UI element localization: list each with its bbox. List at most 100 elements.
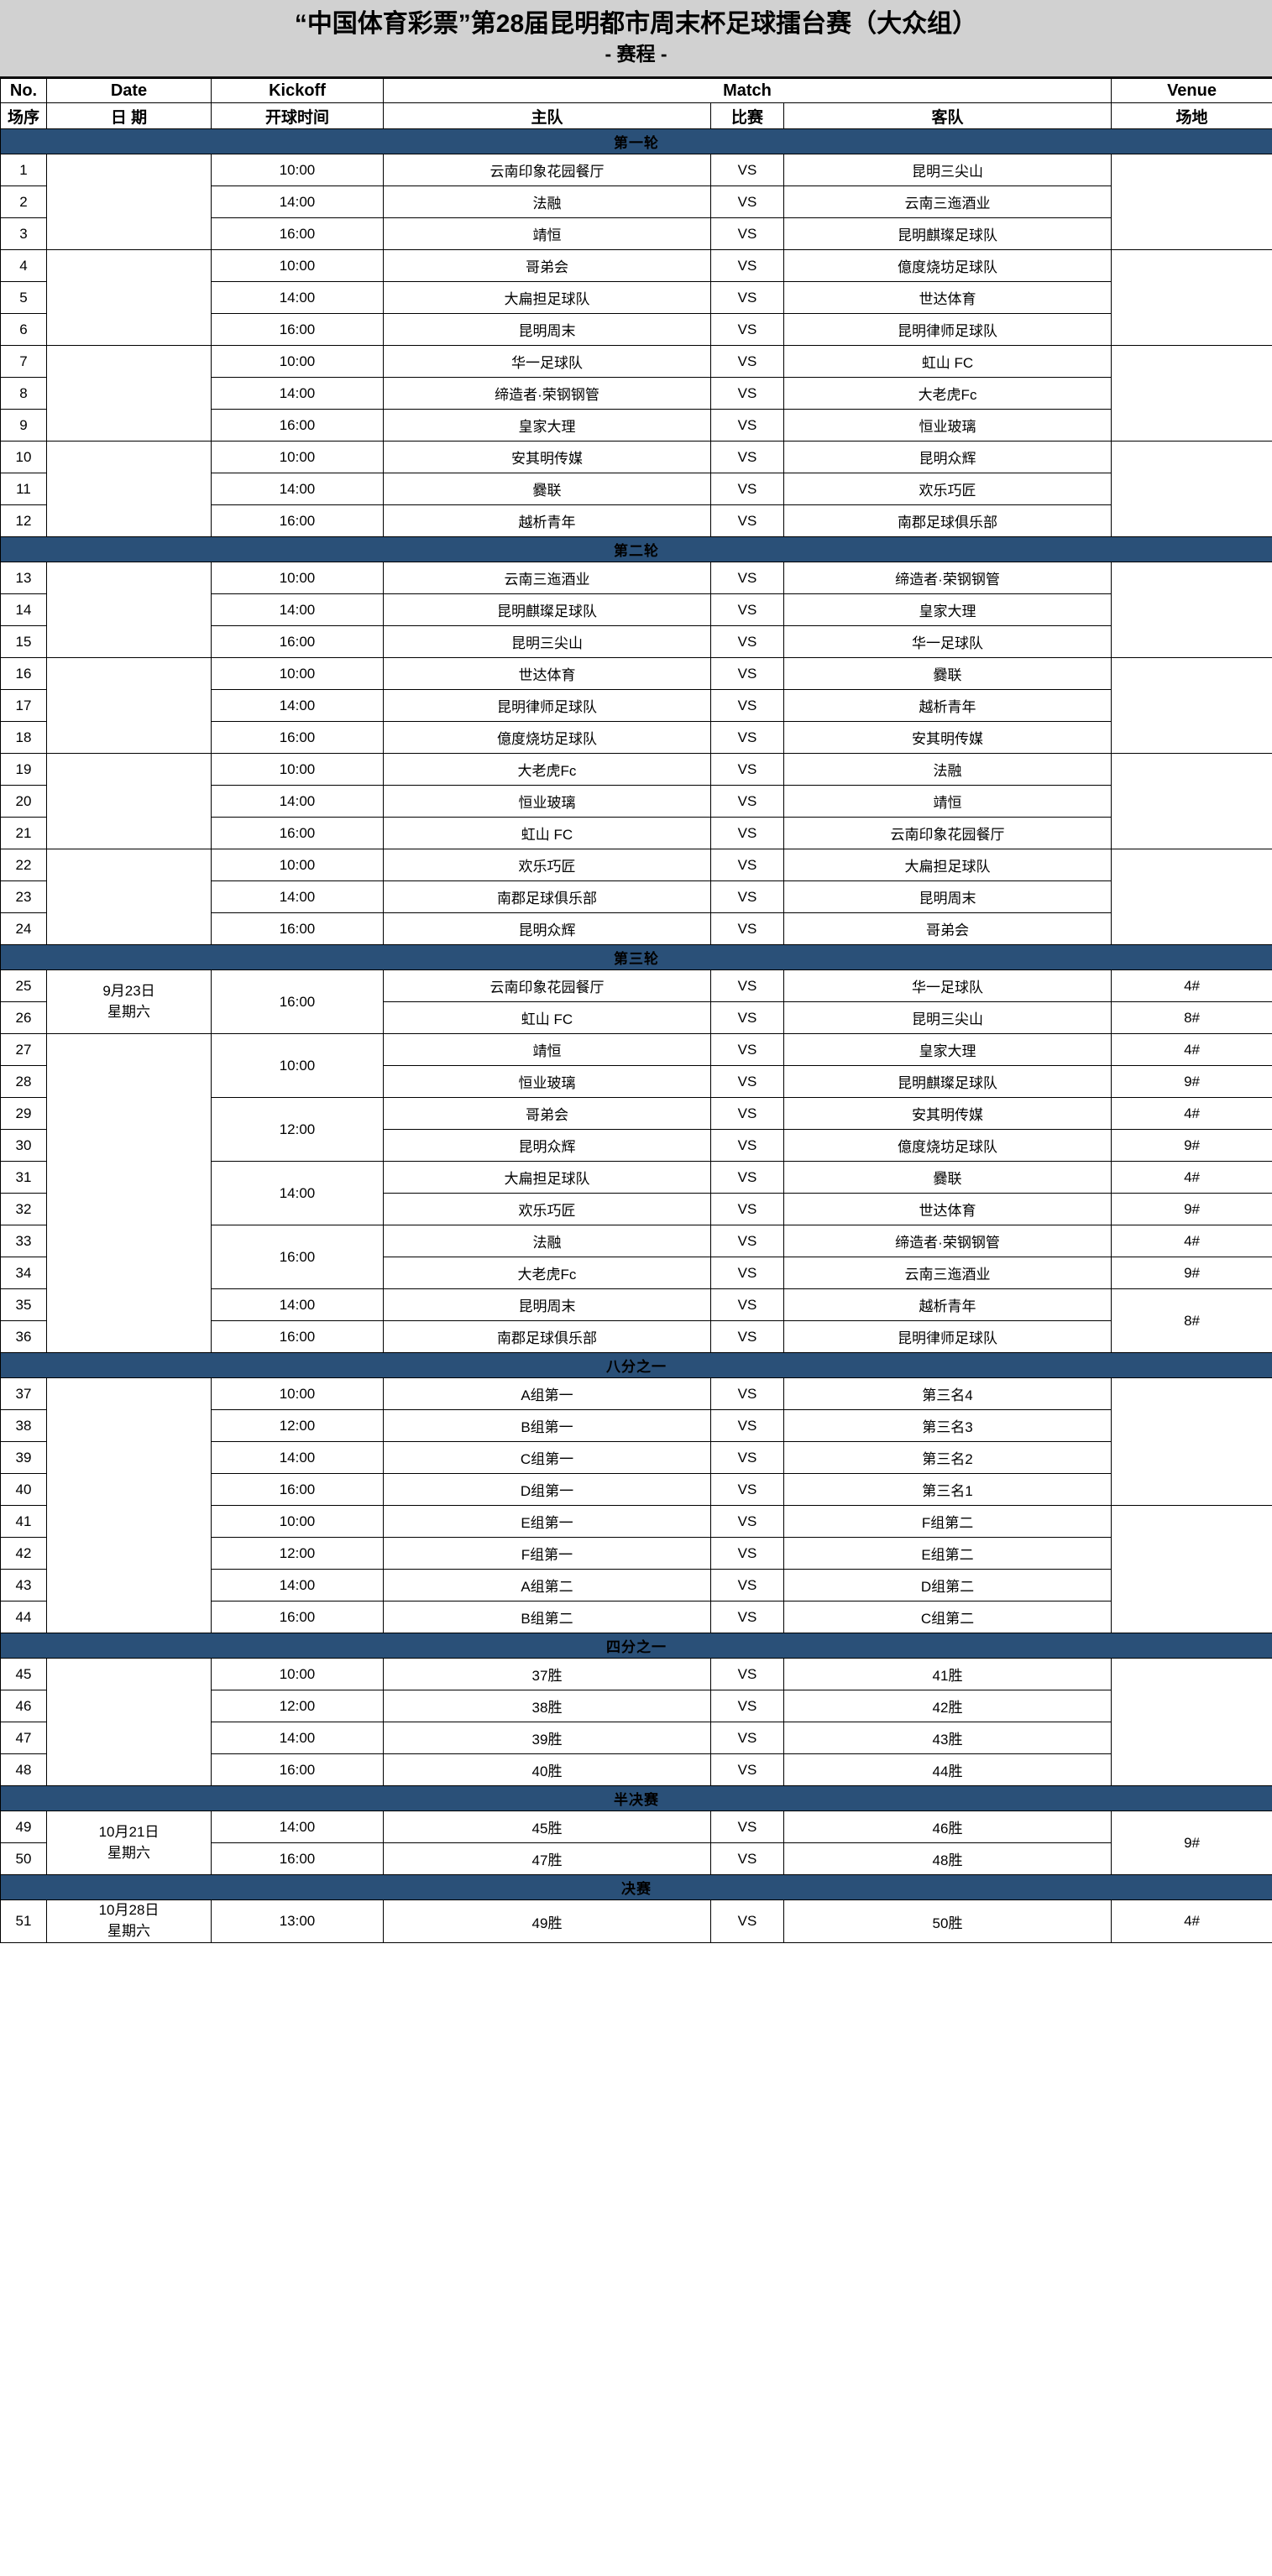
versus-cell: VS xyxy=(710,1409,784,1443)
versus-cell: VS xyxy=(710,912,784,946)
home-team-cell: E组第一 xyxy=(383,1505,711,1539)
match-row: 36 16:00 南郡足球俱乐部 VS 昆明律师足球队 xyxy=(0,1320,1272,1354)
col-header-date-en: Date xyxy=(46,78,212,104)
away-team-cell: 安其明传媒 xyxy=(783,1097,1112,1131)
section-band-row: 第一轮 xyxy=(0,128,1272,155)
home-team-cell: 昆明周末 xyxy=(383,1288,711,1322)
kickoff-time-cell: 14:00 xyxy=(211,1441,384,1475)
venue-cell: 4# xyxy=(1111,1161,1272,1194)
match-number-cell: 32 xyxy=(0,1193,47,1226)
kickoff-time-cell: 16:00 xyxy=(211,1753,384,1787)
versus-cell: VS xyxy=(710,473,784,506)
versus-cell: VS xyxy=(710,185,784,219)
match-row: 40 16:00 D组第一 VS 第三名1 xyxy=(0,1473,1272,1507)
away-team-cell: 越析青年 xyxy=(783,1288,1112,1322)
kickoff-time-cell: 16:00 xyxy=(211,1473,384,1507)
kickoff-time-cell: 13:00 xyxy=(211,1899,384,1943)
kickoff-time-cell: 16:00 xyxy=(211,1320,384,1354)
col-header-away-cn: 客队 xyxy=(783,102,1112,130)
venue-cell: 4# xyxy=(1111,1033,1272,1067)
match-number-cell: 26 xyxy=(0,1001,47,1035)
away-team-cell: 億度烧坊足球队 xyxy=(783,1129,1112,1163)
kickoff-time-cell: 10:00 xyxy=(211,249,384,283)
venue-cell xyxy=(1111,441,1272,538)
home-team-cell: 缔造者·荣钢钢管 xyxy=(383,377,711,410)
home-team-cell: B组第二 xyxy=(383,1601,711,1634)
match-number-cell: 23 xyxy=(0,880,47,914)
col-header-match-en: Match xyxy=(382,78,1112,104)
match-row: 50 16:00 47胜 VS 48胜 xyxy=(0,1842,1272,1876)
home-team-cell: 靖恒 xyxy=(383,1033,711,1067)
away-team-cell: 第三名4 xyxy=(783,1377,1112,1411)
venue-cell: 9# xyxy=(1111,1193,1272,1226)
match-row: 2 14:00 法融 VS 云南三迤酒业 xyxy=(0,185,1272,219)
match-date-cell xyxy=(46,154,212,251)
match-number-cell: 15 xyxy=(0,625,47,659)
versus-cell: VS xyxy=(710,1601,784,1634)
match-date-cell: 10月21日 星期六 xyxy=(46,1811,212,1876)
kickoff-time-cell: 10:00 xyxy=(211,1377,384,1411)
match-number-cell: 43 xyxy=(0,1569,47,1602)
kickoff-time-cell: 10:00 xyxy=(211,849,384,882)
home-team-cell: A组第一 xyxy=(383,1377,711,1411)
kickoff-time-cell: 16:00 xyxy=(211,721,384,755)
versus-cell: VS xyxy=(710,345,784,379)
away-team-cell: 42胜 xyxy=(783,1690,1112,1723)
versus-cell: VS xyxy=(710,1505,784,1539)
home-team-cell: A组第二 xyxy=(383,1569,711,1602)
section-band-label: 八分之一 xyxy=(0,1352,1272,1379)
kickoff-time-cell: 10:00 xyxy=(211,345,384,379)
match-number-cell: 21 xyxy=(0,817,47,850)
section-band-row: 第三轮 xyxy=(0,944,1272,971)
away-team-cell: 爨联 xyxy=(783,657,1112,691)
away-team-cell: E组第二 xyxy=(783,1537,1112,1570)
away-team-cell: 欢乐巧匠 xyxy=(783,473,1112,506)
section-band-label: 第一轮 xyxy=(0,128,1272,155)
match-number-cell: 41 xyxy=(0,1505,47,1539)
match-date-cell xyxy=(46,562,212,659)
match-date-cell xyxy=(46,657,212,755)
match-row: 47 14:00 39胜 VS 43胜 xyxy=(0,1722,1272,1755)
away-team-cell: 云南印象花园餐厅 xyxy=(783,817,1112,850)
versus-cell: VS xyxy=(710,154,784,187)
match-row: 9 16:00 皇家大理 VS 恒业玻璃 xyxy=(0,409,1272,442)
home-team-cell: 49胜 xyxy=(383,1899,711,1943)
match-number-cell: 11 xyxy=(0,473,47,506)
home-team-cell: 37胜 xyxy=(383,1658,711,1691)
home-team-cell: 47胜 xyxy=(383,1842,711,1876)
match-row: 7 10:00 华一足球队 VS 虹山 FC xyxy=(0,345,1272,442)
match-row: 3 16:00 靖恒 VS 昆明麒璨足球队 xyxy=(0,217,1272,251)
versus-cell: VS xyxy=(710,313,784,347)
away-team-cell: 皇家大理 xyxy=(783,1033,1112,1067)
home-team-cell: 法融 xyxy=(383,1225,711,1258)
kickoff-time-cell: 16:00 xyxy=(211,969,384,1035)
match-row: 37 10:00 A组第一 VS 第三名4 xyxy=(0,1377,1272,1634)
match-date-cell xyxy=(46,249,212,347)
match-row: 22 10:00 欢乐巧匠 VS 大扁担足球队 xyxy=(0,849,1272,946)
kickoff-time-cell: 16:00 xyxy=(211,1842,384,1876)
match-row: 44 16:00 B组第二 VS C组第二 xyxy=(0,1601,1272,1634)
match-number-cell: 33 xyxy=(0,1225,47,1258)
col-header-vs-cn: 比赛 xyxy=(710,102,784,130)
match-number-cell: 47 xyxy=(0,1722,47,1755)
versus-cell: VS xyxy=(710,1193,784,1226)
away-team-cell: 大扁担足球队 xyxy=(783,849,1112,882)
home-team-cell: 昆明麒璨足球队 xyxy=(383,593,711,627)
match-row: 13 10:00 云南三迤酒业 VS 缔造者·荣钢钢管 xyxy=(0,562,1272,659)
kickoff-time-cell: 14:00 xyxy=(211,1722,384,1755)
venue-cell: 9# xyxy=(1111,1811,1272,1876)
away-team-cell: 爨联 xyxy=(783,1161,1112,1194)
match-row: 25 9月23日 星期六 16:00 云南印象花园餐厅 VS 华一足球队 4# xyxy=(0,969,1272,1035)
match-row: 27 10:00 靖恒 VS 皇家大理 4# xyxy=(0,1033,1272,1354)
away-team-cell: 昆明律师足球队 xyxy=(783,313,1112,347)
match-row: 34 大老虎Fc VS 云南三迤酒业 9# xyxy=(0,1257,1272,1290)
kickoff-time-cell: 14:00 xyxy=(211,1161,384,1226)
match-number-cell: 3 xyxy=(0,217,47,251)
versus-cell: VS xyxy=(710,1842,784,1876)
away-team-cell: 虹山 FC xyxy=(783,345,1112,379)
venue-cell: 4# xyxy=(1111,1225,1272,1258)
kickoff-time-cell: 10:00 xyxy=(211,1505,384,1539)
venue-cell xyxy=(1111,1505,1272,1634)
versus-cell: VS xyxy=(710,1537,784,1570)
kickoff-time-cell: 10:00 xyxy=(211,1658,384,1691)
